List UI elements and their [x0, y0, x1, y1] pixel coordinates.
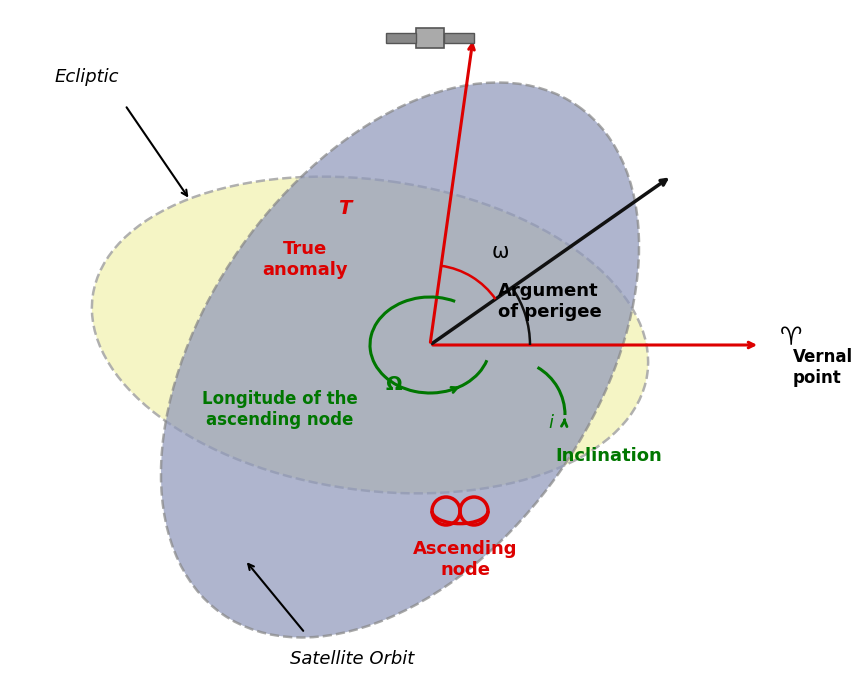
Text: Argument
of perigee: Argument of perigee: [498, 282, 602, 321]
FancyBboxPatch shape: [416, 28, 444, 48]
Text: Ascending
node: Ascending node: [413, 540, 517, 579]
Text: Satellite Orbit: Satellite Orbit: [290, 650, 415, 668]
Ellipse shape: [91, 177, 648, 493]
Text: Longitude of the
ascending node: Longitude of the ascending node: [202, 390, 358, 429]
FancyBboxPatch shape: [386, 33, 416, 43]
Text: True
anomaly: True anomaly: [262, 240, 348, 279]
Ellipse shape: [161, 82, 639, 638]
Text: ω: ω: [492, 242, 510, 262]
Text: Vernal
point: Vernal point: [793, 348, 853, 387]
FancyBboxPatch shape: [444, 33, 474, 43]
Text: Inclination: Inclination: [555, 447, 662, 465]
Text: i: i: [548, 414, 553, 432]
Text: Ecliptic: Ecliptic: [55, 68, 120, 86]
Text: Ω: Ω: [385, 375, 402, 394]
Text: ♈: ♈: [780, 326, 802, 350]
Text: T: T: [339, 199, 351, 218]
